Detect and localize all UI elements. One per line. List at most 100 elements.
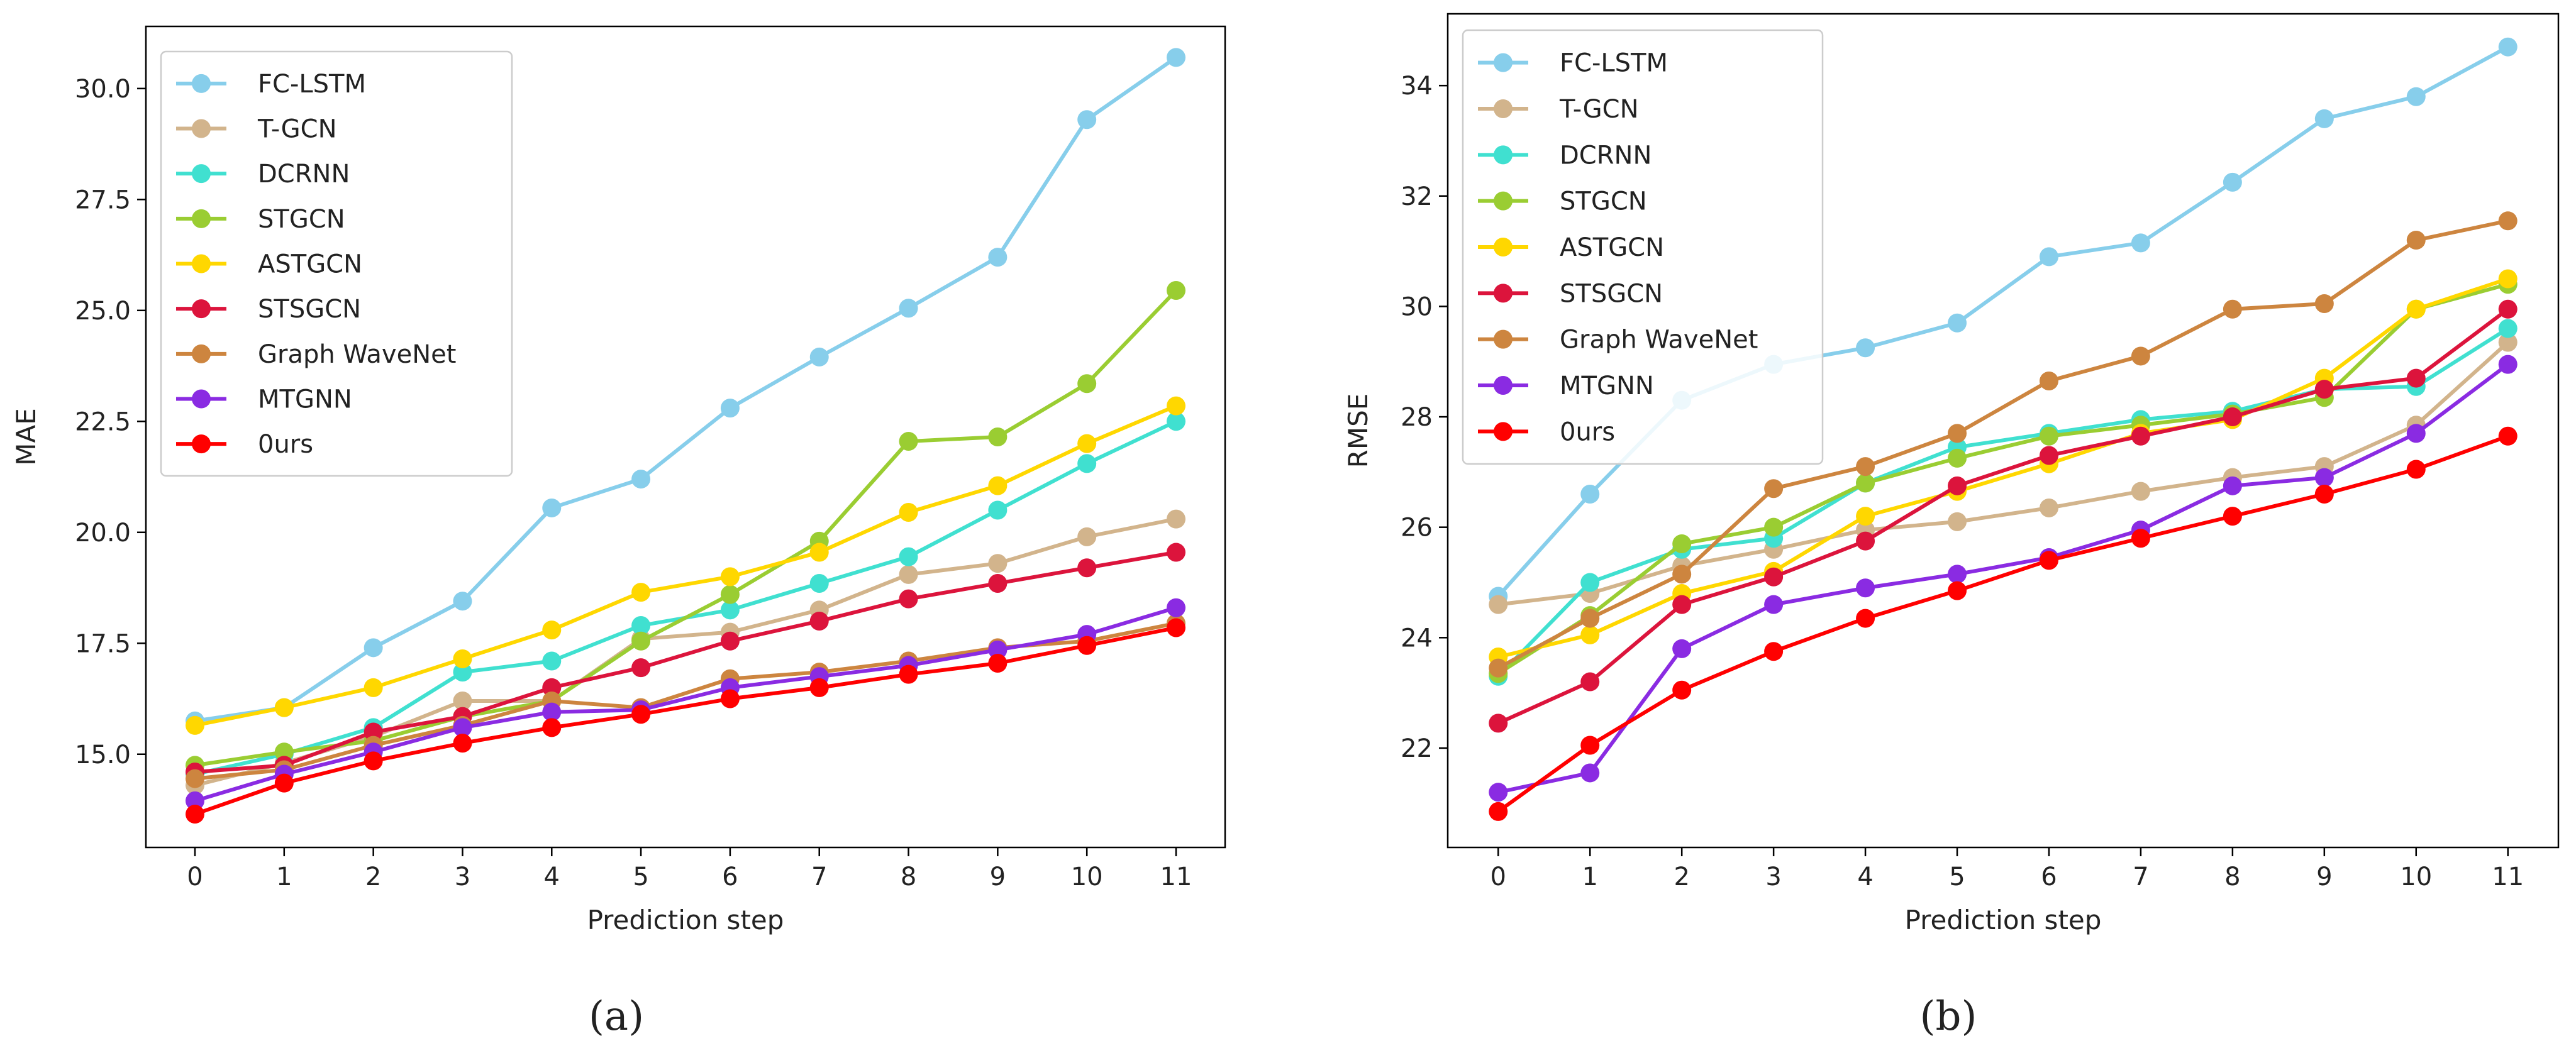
data-point bbox=[1077, 636, 1097, 655]
x-tick-label: 4 bbox=[544, 863, 560, 891]
series-line bbox=[1497, 307, 2509, 725]
data-point bbox=[1764, 479, 1784, 499]
data-point bbox=[1580, 484, 1600, 504]
data-point bbox=[542, 620, 562, 640]
legend-label: ASTGCN bbox=[1560, 233, 1664, 262]
data-point bbox=[899, 664, 918, 684]
data-point bbox=[2498, 319, 2518, 338]
data-point bbox=[1672, 639, 1692, 658]
data-point bbox=[542, 718, 562, 737]
y-tick-label: 24 bbox=[1401, 624, 1433, 653]
legend-marker bbox=[192, 434, 211, 454]
data-point bbox=[2131, 346, 2150, 366]
data-point bbox=[1077, 527, 1097, 546]
legend-marker bbox=[1494, 99, 1513, 118]
data-point bbox=[720, 689, 740, 708]
legend-label: FC-LSTM bbox=[1560, 49, 1668, 78]
x-tick-label: 2 bbox=[365, 863, 381, 891]
data-point bbox=[2223, 299, 2242, 319]
data-point bbox=[1580, 625, 1600, 644]
legend-marker bbox=[1494, 422, 1513, 441]
series-line bbox=[194, 626, 1177, 816]
data-point bbox=[2039, 551, 2058, 570]
y-tick-label: 30 bbox=[1401, 292, 1433, 321]
data-point bbox=[364, 722, 383, 742]
legend-entry: T-GCN bbox=[1478, 95, 1639, 124]
data-point bbox=[364, 678, 383, 697]
legend-marker bbox=[1494, 145, 1513, 165]
y-tick-label: 15.0 bbox=[75, 741, 131, 769]
data-point bbox=[899, 432, 918, 451]
data-point bbox=[988, 573, 1008, 593]
data-point bbox=[1489, 802, 1508, 821]
legend-marker bbox=[192, 209, 211, 228]
data-point bbox=[899, 503, 918, 522]
data-point bbox=[631, 583, 651, 602]
legend-marker bbox=[192, 299, 211, 319]
data-point bbox=[542, 498, 562, 517]
data-point bbox=[631, 631, 651, 651]
legend-label: MTGNN bbox=[258, 385, 352, 414]
data-point bbox=[988, 640, 1008, 659]
legend-entry: MTGNN bbox=[176, 385, 352, 414]
data-point bbox=[1077, 434, 1097, 453]
data-point bbox=[1856, 457, 1875, 477]
legend-entry: STSGCN bbox=[1478, 279, 1663, 308]
y-tick-label: 28 bbox=[1401, 403, 1433, 432]
data-point bbox=[1764, 517, 1784, 537]
series-line bbox=[1497, 363, 2509, 795]
data-point bbox=[1167, 543, 1185, 562]
data-point bbox=[274, 773, 294, 793]
legend-entry: DCRNN bbox=[176, 160, 350, 189]
series-line bbox=[194, 550, 1177, 774]
legend-marker bbox=[192, 389, 211, 409]
data-point bbox=[2223, 407, 2242, 427]
data-point bbox=[2498, 211, 2518, 231]
data-point bbox=[1672, 534, 1692, 554]
data-point bbox=[631, 470, 651, 489]
data-point bbox=[364, 638, 383, 658]
data-point bbox=[1948, 313, 1967, 333]
data-point bbox=[1856, 473, 1875, 493]
legend-entry: FC-LSTM bbox=[1478, 49, 1668, 78]
data-point bbox=[2314, 109, 2334, 128]
series-line bbox=[1497, 341, 2509, 607]
axes-frame bbox=[1446, 13, 2560, 849]
legend-marker bbox=[1494, 191, 1513, 211]
x-tick-label: 8 bbox=[901, 863, 916, 891]
data-point bbox=[899, 547, 918, 566]
data-point bbox=[453, 649, 472, 668]
data-point bbox=[988, 654, 1008, 673]
data-point bbox=[274, 742, 294, 762]
data-point bbox=[2498, 269, 2518, 289]
x-tick-label: 11 bbox=[2492, 863, 2524, 891]
y-tick-label: 27.5 bbox=[75, 185, 131, 214]
legend-marker bbox=[192, 254, 211, 273]
legend-marker bbox=[1494, 284, 1513, 303]
data-point bbox=[1077, 454, 1097, 473]
data-point bbox=[2039, 371, 2058, 390]
x-tick-label: 6 bbox=[722, 863, 738, 891]
data-point bbox=[1167, 281, 1185, 300]
x-tick-label: 3 bbox=[455, 863, 470, 891]
legend-label: STGCN bbox=[258, 205, 345, 234]
data-point bbox=[2498, 333, 2518, 352]
data-point bbox=[1077, 374, 1097, 394]
data-point bbox=[1580, 609, 1600, 628]
data-point bbox=[809, 543, 829, 562]
legend-label: ASTGCN bbox=[258, 250, 362, 279]
x-tick-label: 2 bbox=[1674, 863, 1689, 891]
y-tick-label: 25.0 bbox=[75, 297, 131, 326]
x-tick-label: 6 bbox=[2041, 863, 2057, 891]
data-point bbox=[899, 589, 918, 609]
legend-frame bbox=[160, 50, 513, 477]
y-tick-label: 26 bbox=[1401, 514, 1433, 543]
x-tick-label: 1 bbox=[276, 863, 292, 891]
data-point bbox=[2498, 426, 2518, 446]
legend-entry: ASTGCN bbox=[1478, 233, 1664, 262]
y-tick-label: 22.5 bbox=[75, 407, 131, 436]
panel-caption: (a) bbox=[589, 993, 644, 1040]
legend-entry: STSGCN bbox=[176, 295, 361, 324]
series-line bbox=[1497, 277, 2509, 659]
data-point bbox=[453, 663, 472, 682]
